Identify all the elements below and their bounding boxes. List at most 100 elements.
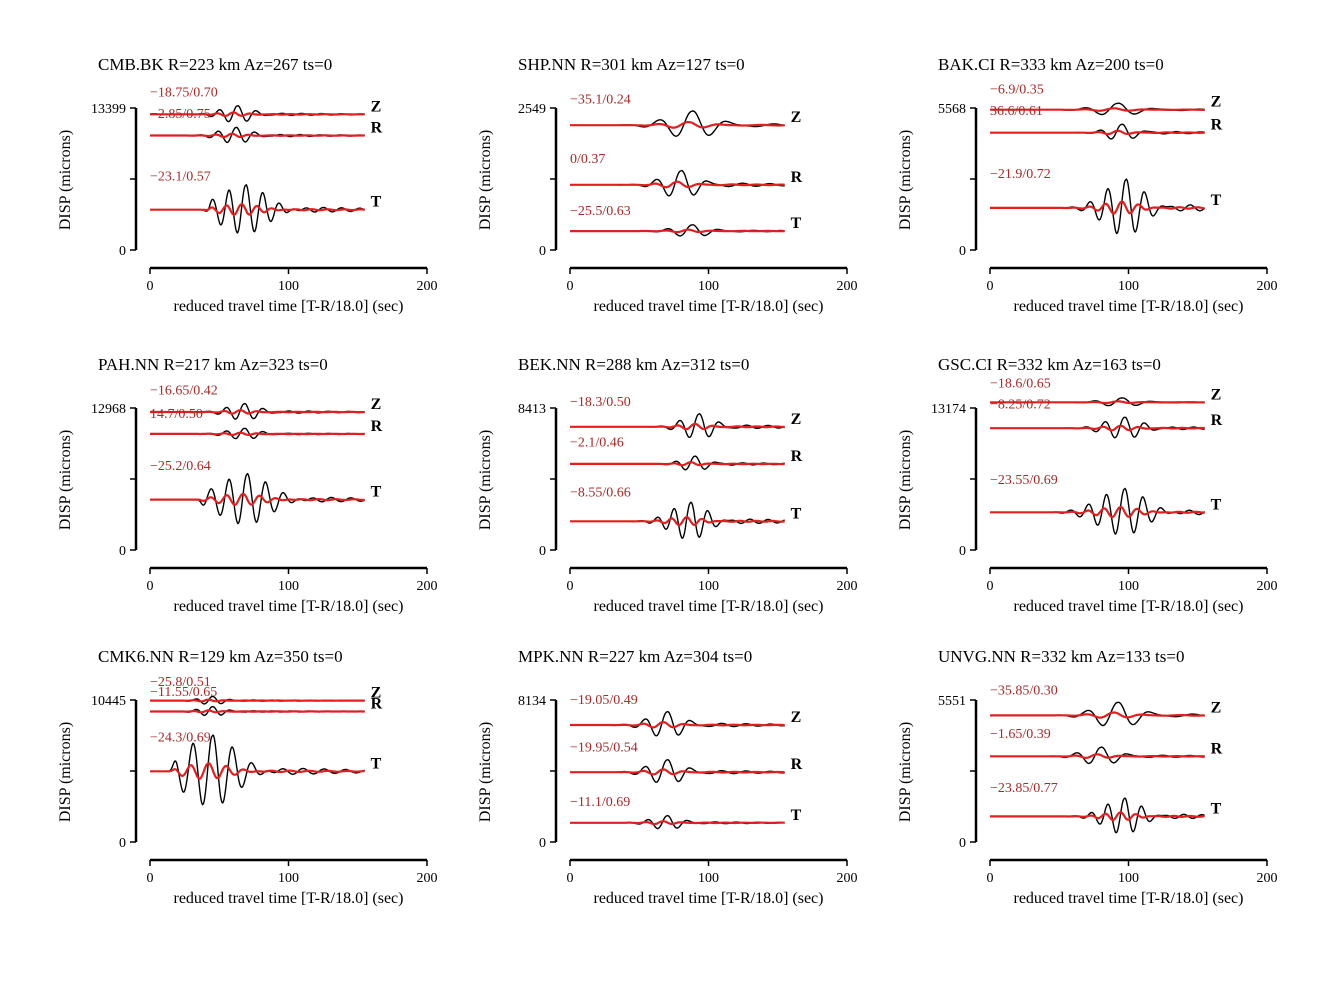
x-tick-label: 100 [698, 871, 719, 886]
station-panel: PAH.NN R=217 km Az=323 ts=0 12968 0 DISP (m… [57, 355, 438, 615]
x-axis-label: reduced travel time [T-R/18.0] (sec) [594, 298, 824, 315]
x-axis-label: reduced travel time [T-R/18.0] (sec) [594, 890, 824, 907]
synthetic-trace-r [570, 461, 785, 467]
synthetic-trace-t [570, 228, 785, 234]
synthetic-trace-z [570, 422, 785, 431]
data-trace-r [570, 169, 785, 197]
panel-title: GSC.CI R=332 km Az=163 ts=0 [938, 355, 1161, 374]
component-label: Z [371, 396, 382, 413]
panel-title: CMB.BK R=223 km Az=267 ts=0 [98, 55, 332, 74]
x-axis-label: reduced travel time [T-R/18.0] (sec) [174, 598, 404, 615]
x-tick-label: 0 [147, 579, 154, 594]
component-label: R [371, 695, 383, 712]
synthetic-trace-z [990, 400, 1205, 405]
shift-label: −11.1/0.69 [570, 795, 630, 810]
panel-title: BEK.NN R=288 km Az=312 ts=0 [518, 355, 749, 374]
station-panel: BEK.NN R=288 km Az=312 ts=0 8413 0 DISP (mi… [477, 355, 858, 615]
y-tick-label: 12968 [91, 402, 126, 417]
shift-label: −18.6/0.65 [990, 376, 1051, 391]
x-tick-label: 0 [147, 871, 154, 886]
component-label: Z [791, 709, 802, 726]
x-tick-label: 200 [417, 279, 438, 294]
synthetic-trace-z [150, 111, 365, 117]
synthetic-trace-r [150, 132, 365, 139]
shift-label: −8.55/0.66 [570, 485, 631, 500]
y-axis-label: DISP (microns) [897, 130, 914, 230]
x-tick-label: 200 [417, 871, 438, 886]
synthetic-trace-r [150, 709, 365, 714]
shift-label: −2.85/0.75 [150, 107, 211, 122]
synthetic-trace-z [570, 720, 785, 729]
synthetic-trace-r [990, 753, 1205, 760]
y-axis-label: DISP (microns) [477, 722, 494, 822]
component-label: R [1211, 412, 1223, 429]
shift-label: −24.3/0.69 [150, 730, 211, 745]
y-tick-label: 0 [539, 836, 546, 851]
x-tick-label: 100 [278, 279, 299, 294]
y-tick-label: 5568 [938, 102, 966, 117]
shift-label: −25.8/0.51 [150, 675, 211, 690]
x-axis-label: reduced travel time [T-R/18.0] (sec) [174, 298, 404, 315]
component-label: Z [1211, 699, 1222, 716]
component-label: R [791, 756, 803, 773]
component-label: T [1211, 496, 1222, 513]
x-tick-label: 200 [837, 579, 858, 594]
shift-label: −11.55/0.65 [150, 685, 217, 700]
station-panel: CMB.BK R=223 km Az=267 ts=0 13399 0 DISP (m… [57, 55, 438, 315]
y-tick-label: 0 [119, 836, 126, 851]
synthetic-trace-t [990, 811, 1205, 822]
component-label: T [371, 194, 382, 211]
shift-label: 36.6/0.61 [990, 104, 1043, 119]
synthetic-trace-r [990, 424, 1205, 432]
synthetic-trace-z [990, 711, 1205, 719]
component-label: Z [371, 98, 382, 115]
y-tick-label: 0 [959, 544, 966, 559]
y-axis-label: DISP (microns) [57, 130, 74, 230]
shift-label: −6.9/0.35 [990, 82, 1044, 97]
y-tick-label: 8134 [518, 694, 546, 709]
component-label: Z [791, 411, 802, 428]
shift-label: −25.5/0.63 [570, 204, 631, 219]
y-tick-label: 10445 [91, 694, 126, 709]
shift-label: −2.1/0.46 [570, 436, 624, 451]
shift-label: −35.85/0.30 [990, 683, 1058, 698]
shift-label: −8.25/0.72 [990, 398, 1051, 413]
x-tick-label: 100 [1118, 579, 1139, 594]
x-axis-label: reduced travel time [T-R/18.0] (sec) [1014, 890, 1244, 907]
shift-label: 14.7/0.50 [150, 407, 203, 422]
shift-label: −35.1/0.24 [570, 92, 631, 107]
x-tick-label: 200 [417, 579, 438, 594]
synthetic-trace-r [990, 129, 1205, 136]
y-tick-label: 13174 [931, 402, 966, 417]
x-tick-label: 0 [567, 279, 574, 294]
component-label: R [1211, 117, 1223, 134]
y-tick-label: 0 [539, 244, 546, 259]
x-tick-label: 0 [987, 279, 994, 294]
y-tick-label: 0 [539, 544, 546, 559]
y-axis-label: DISP (microns) [477, 430, 494, 530]
station-panel: UNVG.NN R=332 km Az=133 ts=0 5551 0 DISP (m… [897, 647, 1278, 907]
x-axis-label: reduced travel time [T-R/18.0] (sec) [1014, 298, 1244, 315]
y-axis-label: DISP (microns) [57, 722, 74, 822]
shift-label: −21.9/0.72 [990, 167, 1051, 182]
component-label: Z [1211, 94, 1222, 111]
x-axis-label: reduced travel time [T-R/18.0] (sec) [1014, 598, 1244, 615]
component-label: T [791, 505, 802, 522]
synthetic-trace-t [150, 203, 365, 216]
x-tick-label: 200 [1257, 279, 1278, 294]
x-tick-label: 100 [698, 279, 719, 294]
y-axis-label: DISP (microns) [477, 130, 494, 230]
x-tick-label: 100 [698, 579, 719, 594]
panel-title: SHP.NN R=301 km Az=127 ts=0 [518, 55, 745, 74]
y-axis-label: DISP (microns) [57, 430, 74, 530]
shift-label: −1.65/0.39 [990, 727, 1051, 742]
station-panel: SHP.NN R=301 km Az=127 ts=0 2549 0 DISP (mi… [477, 55, 858, 315]
shift-label: −23.85/0.77 [990, 781, 1058, 796]
station-panel: BAK.CI R=333 km Az=200 ts=0 5568 0 DISP (mi… [897, 55, 1278, 315]
data-trace-t [990, 178, 1206, 235]
component-label: R [1211, 740, 1223, 757]
y-tick-label: 0 [959, 836, 966, 851]
shift-label: −23.55/0.69 [990, 473, 1058, 488]
synthetic-trace-z [150, 409, 365, 415]
